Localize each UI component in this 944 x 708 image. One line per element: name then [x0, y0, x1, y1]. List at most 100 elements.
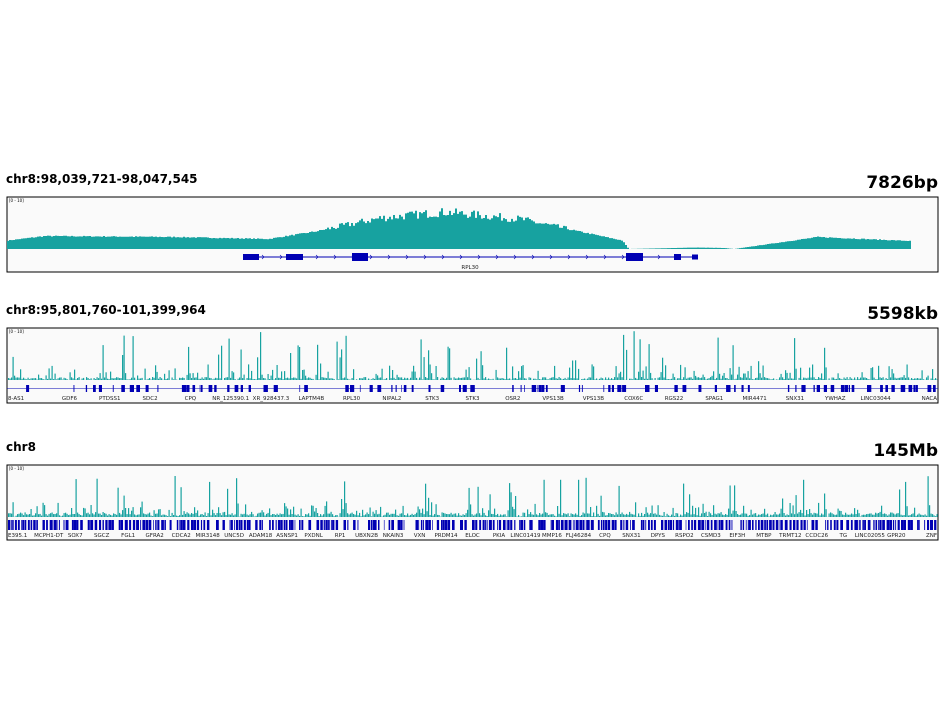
- coverage-bar: [887, 379, 889, 380]
- coverage-bar: [833, 377, 835, 380]
- coverage-bar: [276, 513, 278, 517]
- coverage-bar: [309, 515, 311, 517]
- coverage-bar: [317, 513, 319, 517]
- coverage-bar: [465, 513, 467, 517]
- coverage-bar: [480, 351, 482, 380]
- gene-block: [108, 520, 111, 530]
- coverage-bar: [81, 378, 83, 380]
- coverage-bar: [449, 348, 451, 380]
- coverage-bar: [107, 515, 109, 517]
- coverage-bar: [350, 513, 352, 517]
- coverage-bar: [138, 514, 140, 517]
- gene-label: TRMT12: [778, 533, 801, 539]
- coverage-bar: [530, 377, 532, 380]
- coverage-bar: [515, 378, 517, 380]
- coverage-bar: [644, 514, 646, 517]
- coverage-bar: [839, 510, 841, 517]
- coverage-bar: [488, 510, 490, 517]
- gene-block: [388, 520, 391, 530]
- coverage-bar: [818, 502, 820, 517]
- gene-block: [620, 520, 623, 530]
- coverage-bar: [600, 495, 602, 517]
- coverage-bar: [641, 377, 643, 380]
- gene-block: [755, 520, 757, 530]
- coverage-bar: [765, 514, 767, 517]
- gene-block: [470, 385, 475, 392]
- coverage-bar: [389, 514, 391, 517]
- coverage-bar: [165, 515, 167, 517]
- coverage-bar: [281, 514, 283, 517]
- coverage-bar: [702, 503, 704, 517]
- coverage-bar: [798, 377, 800, 380]
- coverage-bar: [582, 378, 584, 380]
- coverage-bar: [434, 379, 436, 380]
- coverage-bar: [804, 515, 806, 517]
- coverage-bar: [569, 367, 571, 380]
- strand-arrow: [369, 254, 373, 260]
- coverage-bar: [734, 485, 736, 517]
- coverage-bar: [380, 506, 382, 517]
- gene-label: ZNF: [926, 533, 937, 539]
- gene-block: [867, 385, 872, 392]
- coverage-bar: [53, 379, 55, 380]
- gene-block: [272, 520, 274, 530]
- coverage-bar: [119, 378, 121, 380]
- coverage-bar: [674, 515, 676, 517]
- gene-block: [915, 385, 918, 392]
- coverage-bar: [260, 332, 262, 380]
- coverage-bar: [807, 377, 809, 380]
- gene-block: [372, 520, 376, 530]
- gene-block: [674, 385, 678, 392]
- coverage-bar: [374, 378, 376, 380]
- coverage-bar: [516, 516, 518, 517]
- coverage-bar: [692, 505, 694, 517]
- coverage-bar: [831, 513, 833, 517]
- coverage-bar: [126, 514, 128, 517]
- coverage-bar: [12, 502, 14, 517]
- gene-block: [748, 520, 751, 530]
- coverage-bar: [659, 514, 661, 517]
- coverage-bar: [653, 513, 655, 517]
- coverage-bar: [225, 377, 227, 380]
- coverage-bar: [719, 373, 721, 380]
- coverage-bar: [413, 515, 415, 517]
- coverage-bar: [189, 514, 191, 517]
- coverage-bar: [518, 371, 520, 380]
- coverage-bar: [762, 365, 764, 380]
- gene-block: [622, 385, 627, 392]
- coverage-bar: [684, 514, 686, 517]
- coverage-bar: [534, 378, 536, 380]
- coverage-bar: [161, 378, 163, 380]
- coverage-bar: [41, 515, 43, 517]
- coverage-bar: [21, 513, 23, 517]
- coverage-bar: [893, 513, 895, 517]
- gene-block: [216, 520, 219, 530]
- coverage-bar: [461, 515, 463, 517]
- coverage-bar: [420, 339, 422, 380]
- coverage-bar: [282, 379, 284, 380]
- coverage-bar: [515, 496, 517, 517]
- gene-block: [140, 520, 142, 530]
- gene-block: [370, 520, 372, 530]
- coverage-bar: [345, 335, 347, 380]
- gene-block: [910, 520, 913, 530]
- coverage-bar: [119, 512, 121, 517]
- gene-block: [418, 520, 420, 530]
- coverage-bar: [267, 512, 269, 517]
- coverage-bar: [891, 512, 893, 517]
- coverage-bar: [773, 514, 775, 517]
- coverage-bar: [459, 378, 461, 380]
- coverage-bar: [33, 515, 35, 517]
- gene-block: [772, 520, 775, 530]
- coverage-bar: [845, 512, 847, 517]
- coverage-bar: [873, 514, 875, 517]
- coverage-bar: [936, 514, 938, 517]
- coverage-bar: [605, 515, 607, 517]
- gene-block: [8, 520, 11, 530]
- gene-block: [335, 520, 339, 530]
- coverage-bar: [219, 513, 221, 517]
- gene-block: [378, 520, 380, 530]
- gene-block: [234, 385, 239, 392]
- coverage-bar: [779, 513, 781, 517]
- coverage-bar: [221, 515, 223, 517]
